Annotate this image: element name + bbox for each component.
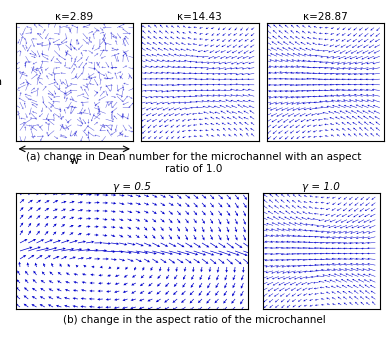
Title: κ=14.43: κ=14.43 xyxy=(177,13,222,23)
Text: w: w xyxy=(70,156,79,166)
Title: κ=28.87: κ=28.87 xyxy=(303,13,348,23)
Title: γ = 0.5: γ = 0.5 xyxy=(113,182,151,192)
Title: κ=2.89: κ=2.89 xyxy=(55,13,93,23)
Text: (b) change in the aspect ratio of the microchannel: (b) change in the aspect ratio of the mi… xyxy=(62,315,326,325)
Text: h: h xyxy=(0,77,3,87)
Text: (a) change in Dean number for the microchannel with an aspect
ratio of 1.0: (a) change in Dean number for the microc… xyxy=(26,152,362,174)
Title: γ = 1.0: γ = 1.0 xyxy=(302,182,340,192)
